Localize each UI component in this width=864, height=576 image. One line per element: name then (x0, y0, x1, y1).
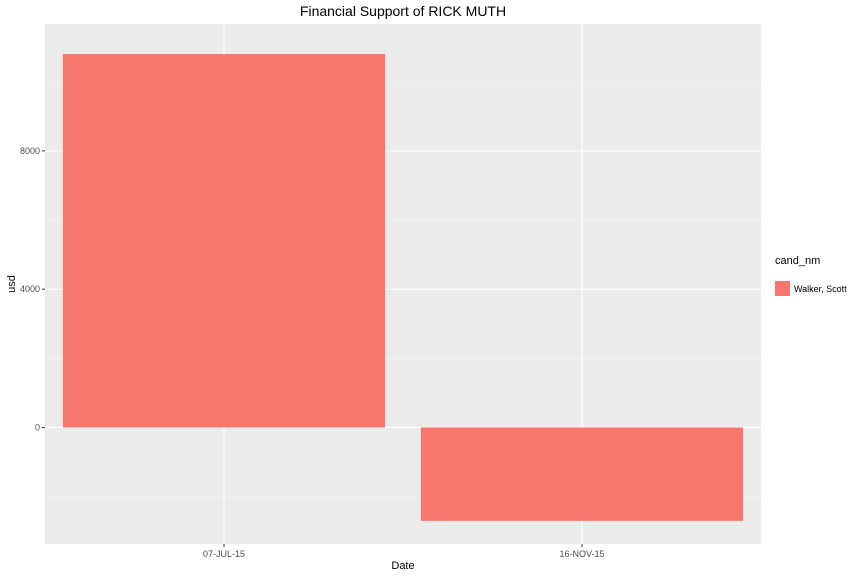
legend: cand_nm Walker, Scott (775, 255, 847, 296)
x-axis-ticks: 07-JUL-15 16-NOV-15 (203, 544, 605, 559)
legend-key (775, 281, 790, 296)
chart-title: Financial Support of RICK MUTH (300, 3, 506, 19)
bars (62, 54, 744, 521)
bar (420, 427, 744, 521)
y-tick-label: 4000 (20, 284, 40, 294)
legend-label: Walker, Scott (794, 284, 847, 294)
legend-title: cand_nm (775, 255, 820, 267)
y-tick-label: 0 (35, 422, 40, 432)
y-tick-label: 8000 (20, 146, 40, 156)
x-axis-title: Date (391, 560, 414, 572)
y-axis-ticks: 0 4000 8000 (20, 146, 45, 432)
x-tick-label: 07-JUL-15 (203, 549, 245, 559)
x-tick-label: 16-NOV-15 (559, 549, 604, 559)
y-axis-title: usd (6, 275, 18, 293)
bar (62, 54, 386, 428)
